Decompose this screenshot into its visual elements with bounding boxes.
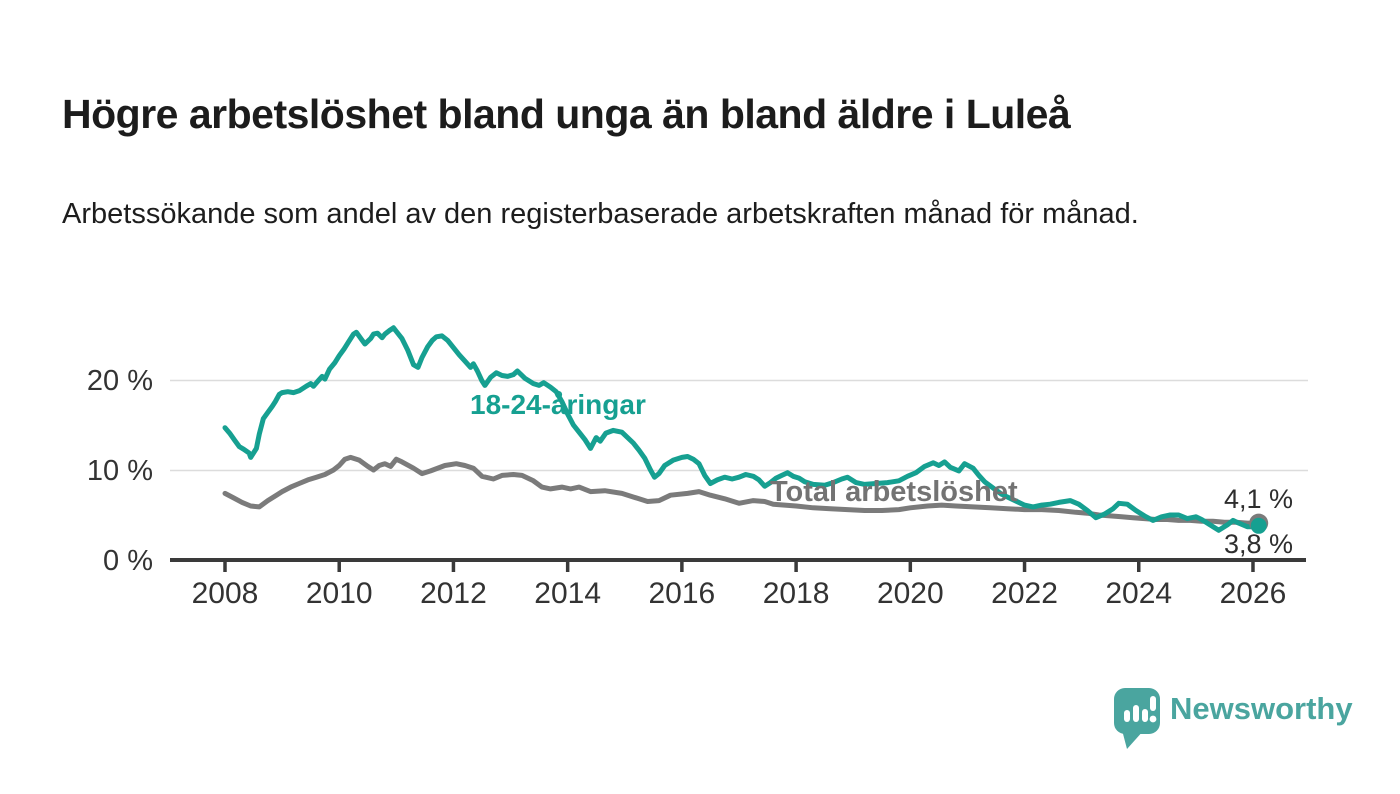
x-tick-label: 2012 [420,577,487,610]
x-tick-label: 2020 [877,577,944,610]
end-dot-youth [1250,517,1267,534]
newsworthy-wordmark: Newsworthy [1170,691,1353,726]
page-subtitle: Arbetssökande som andel av den registerb… [62,198,1139,230]
series-line-youth [222,325,1262,533]
x-tick-label: 2026 [1220,577,1287,610]
logo-exclamation-bar [1150,696,1156,711]
y-tick-label: 20 % [87,365,153,397]
series-line-total [222,454,1262,526]
logo-bubble-tail [1122,730,1144,749]
x-tick-label: 2024 [1105,577,1172,610]
x-tick-label: 2016 [649,577,716,610]
series-label-youth: 18-24-åringar [470,389,646,420]
x-tick-label: 2014 [534,577,601,610]
x-tick-label: 2008 [192,577,259,610]
end-value-label-total: 4,1 % [1224,484,1294,514]
end-value-label-youth: 3,8 % [1224,529,1294,559]
x-tick-label: 2010 [306,577,373,610]
x-tick-label: 2022 [991,577,1058,610]
logo-bar-3 [1142,709,1148,722]
y-tick-label: 10 % [87,455,153,487]
logo-bar-2 [1133,705,1139,722]
y-tick-label: 0 % [103,545,153,577]
x-tick-label: 2018 [763,577,830,610]
series-label-total: Total arbetslöshet [770,476,1018,508]
logo-exclamation-dot [1149,715,1157,723]
logo-bar-1 [1124,710,1130,722]
page-title: Högre arbetslöshet bland unga än bland ä… [62,91,1071,138]
